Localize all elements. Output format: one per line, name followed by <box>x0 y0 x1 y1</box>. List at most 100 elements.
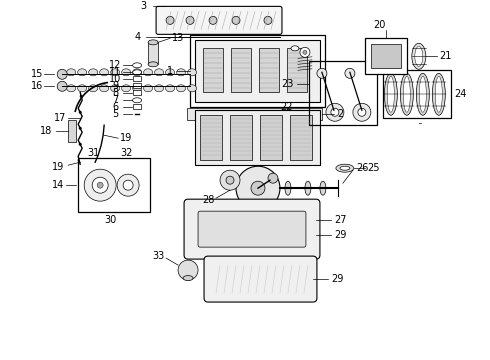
Ellipse shape <box>111 85 120 92</box>
Text: 2: 2 <box>337 109 343 119</box>
Circle shape <box>358 108 366 116</box>
Text: 13: 13 <box>172 33 184 43</box>
Ellipse shape <box>340 166 350 170</box>
Circle shape <box>268 173 278 183</box>
Ellipse shape <box>148 62 158 67</box>
Ellipse shape <box>67 85 75 92</box>
Circle shape <box>303 50 307 54</box>
Bar <box>309 61 377 125</box>
Ellipse shape <box>144 85 152 92</box>
Ellipse shape <box>67 69 75 76</box>
Text: 30: 30 <box>104 215 116 225</box>
Text: 19: 19 <box>52 162 64 172</box>
Bar <box>133 104 141 109</box>
Ellipse shape <box>78 69 87 76</box>
Ellipse shape <box>99 85 109 92</box>
Ellipse shape <box>285 181 291 195</box>
Bar <box>203 48 223 92</box>
Text: 15: 15 <box>31 69 44 79</box>
Circle shape <box>236 166 280 210</box>
Ellipse shape <box>122 69 131 76</box>
Bar <box>200 115 222 160</box>
Ellipse shape <box>289 111 309 118</box>
Circle shape <box>226 176 234 184</box>
Text: 5: 5 <box>112 109 118 119</box>
Text: 19: 19 <box>120 133 132 143</box>
Ellipse shape <box>400 73 414 115</box>
Circle shape <box>186 16 194 24</box>
Text: 9: 9 <box>112 81 118 91</box>
Circle shape <box>57 69 67 79</box>
Circle shape <box>251 181 265 195</box>
Circle shape <box>317 68 327 78</box>
Text: 18: 18 <box>40 126 52 136</box>
Bar <box>287 48 307 92</box>
Circle shape <box>79 143 82 146</box>
Text: 29: 29 <box>334 230 346 240</box>
Bar <box>133 90 141 95</box>
Ellipse shape <box>188 69 196 76</box>
Text: 23: 23 <box>281 79 293 89</box>
Ellipse shape <box>99 69 109 76</box>
Ellipse shape <box>111 69 120 76</box>
Ellipse shape <box>435 76 442 112</box>
Ellipse shape <box>133 98 142 103</box>
Circle shape <box>79 127 82 130</box>
Bar <box>133 83 141 88</box>
Ellipse shape <box>320 181 326 195</box>
Text: 29: 29 <box>331 274 343 284</box>
Bar <box>230 115 252 160</box>
Ellipse shape <box>155 69 164 76</box>
Ellipse shape <box>388 76 394 112</box>
Bar <box>259 48 279 92</box>
Ellipse shape <box>188 85 196 92</box>
Ellipse shape <box>144 69 152 76</box>
Ellipse shape <box>432 73 445 115</box>
Circle shape <box>232 16 240 24</box>
Bar <box>133 76 141 81</box>
Circle shape <box>345 68 355 78</box>
Text: 27: 27 <box>334 215 346 225</box>
Circle shape <box>80 95 83 98</box>
Text: 32: 32 <box>120 148 132 158</box>
Bar <box>187 108 322 120</box>
Text: 4: 4 <box>135 32 141 42</box>
Text: 16: 16 <box>31 81 43 91</box>
Text: 20: 20 <box>374 21 386 30</box>
Bar <box>195 40 320 102</box>
Text: 26: 26 <box>356 163 368 173</box>
Ellipse shape <box>166 69 174 76</box>
Ellipse shape <box>155 85 164 92</box>
Ellipse shape <box>89 85 98 92</box>
Ellipse shape <box>183 276 193 280</box>
Bar <box>195 110 320 165</box>
Bar <box>365 38 407 74</box>
Text: 17: 17 <box>54 113 66 123</box>
Ellipse shape <box>166 85 174 92</box>
Ellipse shape <box>403 76 410 112</box>
Bar <box>78 158 150 212</box>
Ellipse shape <box>133 63 142 68</box>
Ellipse shape <box>416 73 429 115</box>
Ellipse shape <box>133 69 142 76</box>
Circle shape <box>117 174 139 196</box>
Circle shape <box>300 47 310 57</box>
Circle shape <box>57 81 67 91</box>
Ellipse shape <box>229 111 249 118</box>
FancyBboxPatch shape <box>204 256 317 302</box>
Text: 24: 24 <box>454 89 466 99</box>
Ellipse shape <box>419 76 426 112</box>
Circle shape <box>326 103 344 121</box>
Bar <box>190 35 325 107</box>
Circle shape <box>123 180 133 190</box>
Ellipse shape <box>291 46 299 51</box>
Circle shape <box>331 108 339 116</box>
Ellipse shape <box>259 111 279 118</box>
Text: 11: 11 <box>109 67 121 77</box>
Circle shape <box>220 170 240 190</box>
Text: 22: 22 <box>281 102 293 112</box>
Bar <box>231 48 251 92</box>
Text: 8: 8 <box>112 88 118 98</box>
Ellipse shape <box>89 69 98 76</box>
Circle shape <box>92 177 108 193</box>
